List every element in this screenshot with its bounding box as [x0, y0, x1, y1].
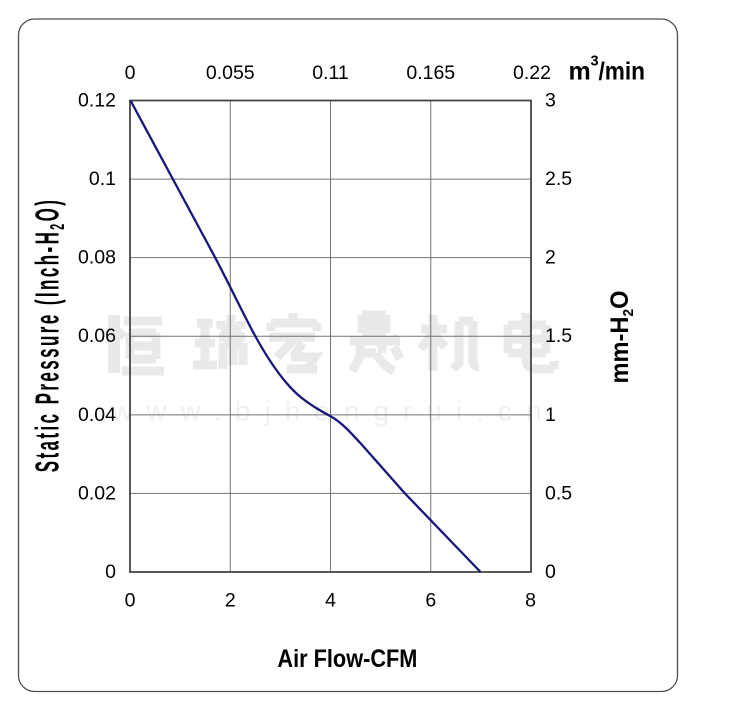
svg-text:3: 3	[545, 90, 556, 112]
svg-text:6: 6	[425, 590, 436, 612]
svg-text:4: 4	[325, 590, 336, 612]
svg-text:1.5: 1.5	[545, 325, 572, 347]
svg-text:mm-H2O: mm-H2O	[606, 291, 637, 384]
svg-text:0.22: 0.22	[513, 62, 551, 84]
svg-text:0: 0	[125, 590, 136, 612]
svg-text:2: 2	[545, 247, 556, 269]
svg-text:0.5: 0.5	[545, 482, 572, 504]
svg-text:2.5: 2.5	[545, 168, 572, 190]
svg-text:2: 2	[225, 590, 236, 612]
svg-text:3: 3	[591, 53, 599, 69]
svg-text:0.02: 0.02	[78, 482, 116, 504]
svg-text:0.055: 0.055	[206, 62, 255, 84]
svg-text:Air Flow-CFM: Air Flow-CFM	[277, 645, 417, 673]
svg-text:8: 8	[525, 590, 536, 612]
svg-text:0: 0	[105, 561, 116, 583]
svg-text:0.06: 0.06	[78, 325, 116, 347]
svg-text:0.08: 0.08	[78, 247, 116, 269]
svg-text:0.04: 0.04	[78, 404, 116, 426]
svg-text:www.bjhengrui.cn: www.bjhengrui.cn	[111, 396, 555, 427]
svg-text:/min: /min	[599, 57, 646, 85]
svg-text:Static Pressure (Inch-H2O): Static Pressure (Inch-H2O)	[28, 198, 69, 473]
svg-text:0.1: 0.1	[89, 168, 116, 190]
svg-text:m: m	[569, 57, 591, 85]
svg-text:0.12: 0.12	[78, 90, 116, 112]
svg-text:1: 1	[545, 404, 556, 426]
svg-text:0: 0	[125, 62, 136, 84]
svg-text:0.165: 0.165	[406, 62, 455, 84]
svg-text:0.11: 0.11	[312, 62, 349, 84]
svg-text:0: 0	[545, 561, 556, 583]
